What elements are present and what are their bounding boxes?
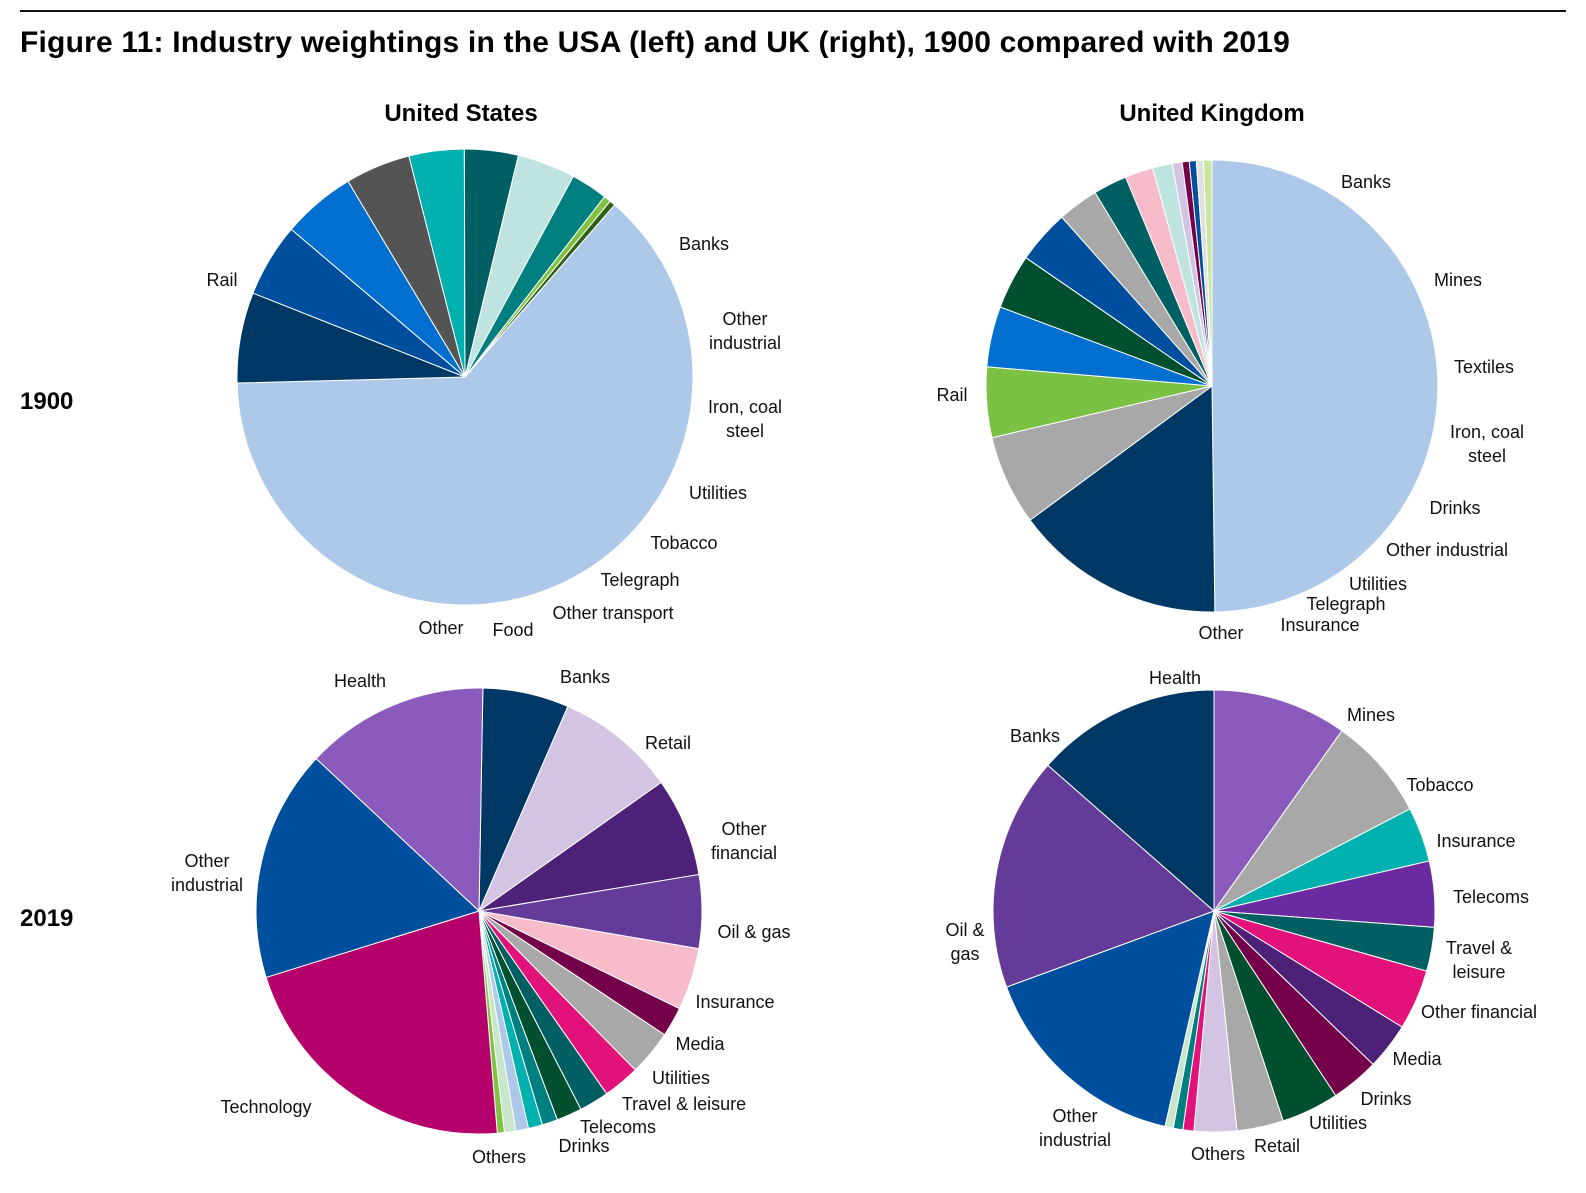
slice-label-tobacco: Tobacco (650, 533, 717, 553)
slice-label-other: Other (418, 618, 463, 638)
slice-label-travel-and-leisure: Travel & leisure (622, 1094, 746, 1114)
slice-label-other-industrial: Other industrial (1386, 540, 1508, 560)
slice-label-utilities: Utilities (1309, 1113, 1367, 1133)
slice-label-oil-and-gas: Oil & gas (945, 920, 984, 964)
slice-label-media: Media (1392, 1049, 1442, 1069)
slice-label-telegraph: Telegraph (600, 570, 679, 590)
slice-label-utilities: Utilities (1349, 574, 1407, 594)
pie-slice-other-industrial (1005, 910, 1215, 1128)
pie-slice-oil-and-gas (992, 764, 1215, 988)
figure-title: Figure 11: Industry weightings in the US… (20, 26, 1291, 59)
slice-label-telegraph: Telegraph (1306, 594, 1385, 614)
column-header-uk: United Kingdom (1119, 100, 1305, 127)
slice-label-retail: Retail (1254, 1136, 1300, 1156)
slice-label-other-industrial: Other industrial (709, 309, 781, 353)
slice-label-other-financial: Other financial (1421, 1002, 1537, 1022)
slice-label-banks: Banks (679, 234, 729, 254)
slice-label-mines: Mines (1347, 705, 1395, 725)
column-header-us: United States (384, 100, 538, 127)
slice-label-rail: Rail (206, 270, 237, 290)
top-rule (20, 10, 1566, 12)
slice-label-travel-and-leisure: Travel & leisure (1446, 938, 1512, 982)
slice-label-textiles: Textiles (1454, 357, 1514, 377)
slice-label-food: Food (492, 620, 533, 640)
slice-label-others: Others (1191, 1144, 1245, 1164)
slice-label-drinks: Drinks (1360, 1089, 1411, 1109)
slice-label-telecoms: Telecoms (580, 1117, 656, 1137)
slice-label-technology: Technology (220, 1097, 311, 1117)
slice-label-oil-and-gas: Oil & gas (717, 922, 790, 942)
pie-slice-technology (265, 910, 498, 1135)
pie-slice-other-2 (464, 200, 616, 378)
slice-label-health: Health (334, 671, 386, 691)
slice-label-banks: Banks (560, 667, 610, 687)
pie-slice-other-industrial (255, 757, 480, 979)
pie-slice-health (1213, 689, 1343, 913)
slice-label-health: Health (1149, 668, 1201, 688)
pie-slice-other-financial (478, 781, 700, 912)
slice-label-iron-coal-steel: Iron, coal steel (1450, 422, 1524, 466)
pie-chart-us-1900: Rail Banks Other industrial Iron, coal steel U… (206, 148, 782, 640)
slice-label-other-financial: Other financial (711, 819, 777, 863)
slice-label-insurance: Insurance (1280, 615, 1359, 635)
pie-chart-uk-2019: Health Mines Tobacco Insurance Telecoms Trave… (945, 668, 1537, 1164)
pie-slice-mines (1213, 730, 1411, 912)
pie-slice-banks (1029, 385, 1216, 613)
slice-label-drinks: Drinks (1429, 498, 1480, 518)
pie-slice-retail (477, 705, 662, 913)
row-header-1900: 1900 (20, 388, 74, 415)
slice-label-insurance: Insurance (695, 992, 774, 1012)
slice-label-other-industrial: Other industrial (171, 851, 243, 895)
slice-label-utilities: Utilities (689, 483, 747, 503)
slice-label-other: Other (1198, 623, 1243, 643)
slice-label-media: Media (675, 1034, 725, 1054)
slice-label-others: Others (472, 1147, 526, 1167)
pie-slice-rail (1211, 159, 1439, 613)
slice-label-mines: Mines (1434, 270, 1482, 290)
slice-label-iron-coal-steel: Iron, coal steel (708, 397, 782, 441)
slice-label-insurance: Insurance (1436, 831, 1515, 851)
slice-label-other-transport: Other transport (552, 603, 673, 623)
slice-label-rail: Rail (936, 385, 967, 405)
pie-chart-uk-1900: Rail Banks Mines Textiles Iron, coal steel Dri… (936, 159, 1524, 643)
pie-slice-banks (1047, 689, 1215, 913)
pie-slice-other (1202, 159, 1213, 387)
row-header-2019: 2019 (20, 905, 74, 932)
slice-label-other-industrial: Other industrial (1039, 1106, 1111, 1150)
pie-chart-us-2019: Banks Retail Other financial Oil & gas Insura… (171, 667, 791, 1167)
slice-label-tobacco: Tobacco (1406, 775, 1473, 795)
slice-label-drinks: Drinks (558, 1136, 609, 1156)
pie-slice-rail (236, 204, 694, 606)
slice-label-telecoms: Telecoms (1453, 887, 1529, 907)
slice-label-utilities: Utilities (652, 1068, 710, 1088)
slice-label-banks: Banks (1010, 726, 1060, 746)
pie-slice-health (315, 687, 484, 913)
slice-label-banks: Banks (1341, 172, 1391, 192)
slice-label-retail: Retail (645, 733, 691, 753)
